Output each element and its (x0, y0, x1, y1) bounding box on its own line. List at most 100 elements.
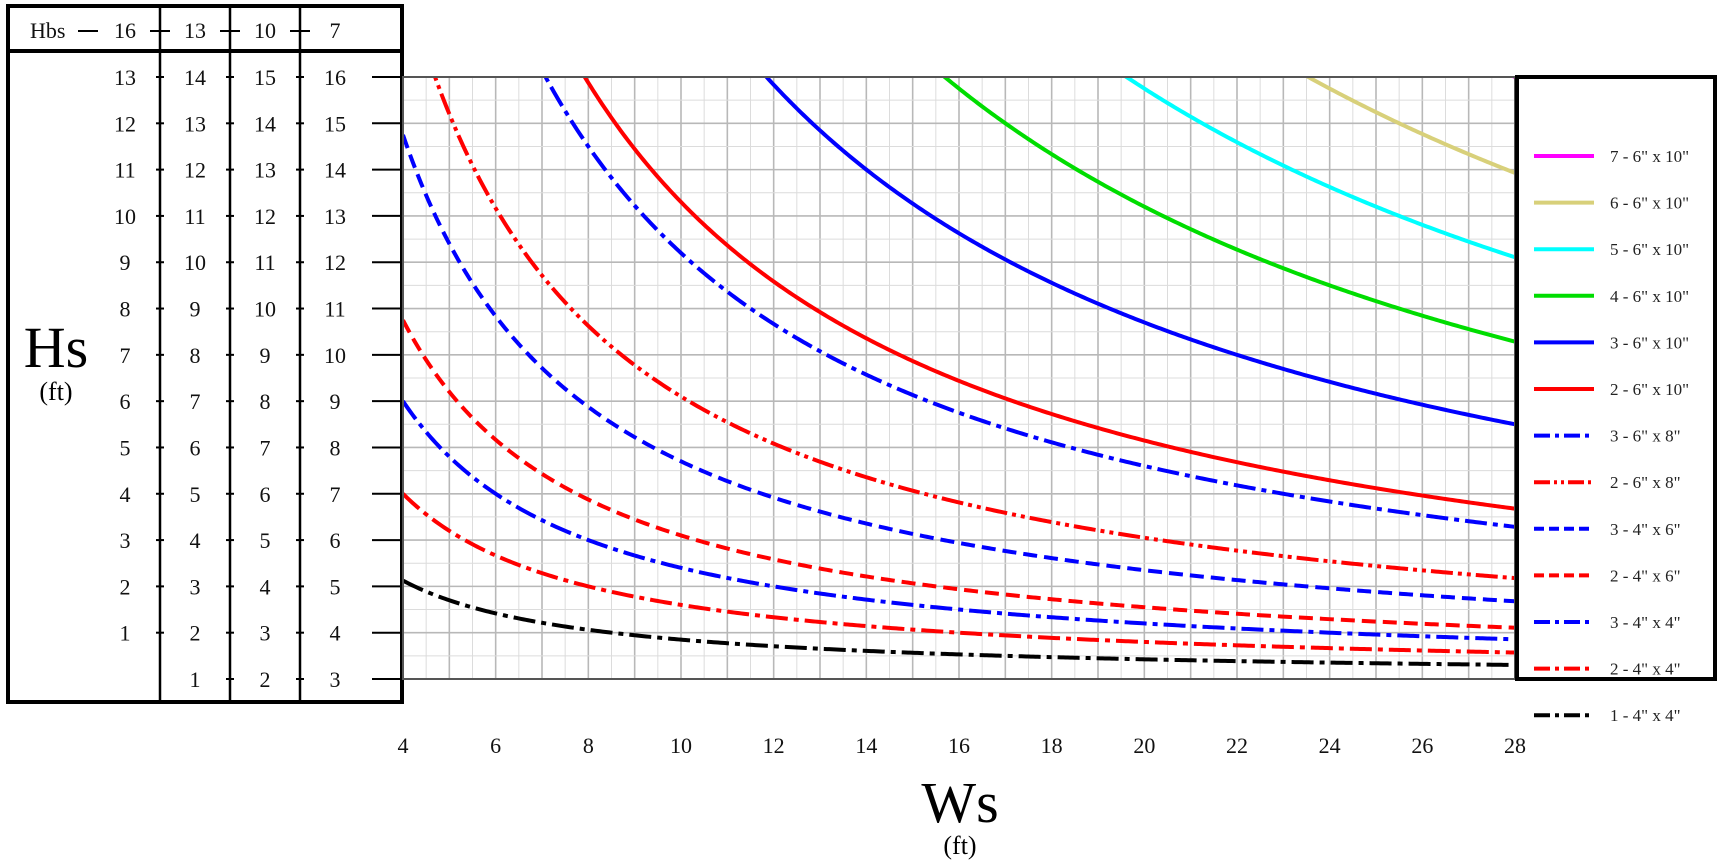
legend-label: 1 - 4" x 4" (1610, 706, 1681, 725)
y-tick-label: 15 (324, 111, 346, 136)
legend-label: 2 - 4" x 4" (1610, 660, 1681, 679)
hbs-row: Hbs 16 13 10 7 (30, 18, 341, 43)
series-curve (763, 77, 1515, 427)
y-tick-label: 16 (324, 65, 346, 90)
y-tick-label: 6 (260, 482, 271, 507)
y-tick-label: 8 (260, 389, 271, 414)
x-tick-label: 24 (1319, 733, 1341, 758)
x-tick-label: 26 (1411, 733, 1433, 758)
y-tick-label: 13 (114, 65, 136, 90)
legend-label: 3 - 4" x 6" (1610, 520, 1681, 539)
x-tick-label: 28 (1504, 733, 1526, 758)
series-curve (1122, 77, 1515, 260)
legend-label: 3 - 6" x 10" (1610, 333, 1689, 352)
legend-label: 2 - 6" x 8" (1610, 473, 1681, 492)
y-tick-label: 11 (254, 250, 275, 275)
x-axis-title: Ws (921, 770, 998, 835)
series-curve (403, 400, 1515, 642)
y-tick-label: 14 (254, 111, 276, 136)
y-tick-label: 12 (324, 250, 346, 275)
hbs-value: 13 (184, 18, 206, 43)
y-tick-label: 13 (254, 158, 276, 183)
x-tick-label: 16 (948, 733, 970, 758)
x-tick-label: 14 (855, 733, 877, 758)
y-tick-label: 11 (184, 204, 205, 229)
y-tick-label: 14 (184, 65, 206, 90)
x-axis-ticks: 4 6 8 10 12 14 16 18 20 22 24 26 28 (398, 733, 1527, 758)
y-tick-label: 9 (330, 389, 341, 414)
x-tick-label: 20 (1133, 733, 1155, 758)
y-tick-label: 9 (120, 250, 131, 275)
y-tick-label: 9 (190, 297, 201, 322)
series-curves (403, 77, 1515, 667)
y-tick-label: 2 (260, 667, 271, 692)
y-tick-label: 10 (254, 297, 276, 322)
legend-label: 6 - 6" x 10" (1610, 194, 1689, 213)
x-tick-label: 4 (398, 733, 409, 758)
y-tick-label: 13 (324, 204, 346, 229)
y-tick-label: 8 (120, 297, 131, 322)
y-tick-label: 4 (190, 528, 201, 553)
x-tick-label: 6 (490, 733, 501, 758)
series-curve (432, 77, 1515, 581)
series-curve (403, 578, 1515, 667)
y-tick-label: 8 (190, 343, 201, 368)
legend-label: 2 - 6" x 10" (1610, 380, 1689, 399)
y-tick-label: 14 (324, 158, 346, 183)
y-axis-unit: (ft) (39, 377, 72, 406)
y-tick-label: 12 (254, 204, 276, 229)
x-tick-label: 12 (763, 733, 785, 758)
legend: 7 - 6" x 10" 6 - 6" x 10" 5 - 6" x 10" 4 - … (1534, 147, 1689, 725)
y-tick-label: 1 (190, 667, 201, 692)
y-tick-label: 4 (330, 621, 341, 646)
hbs-value: 7 (330, 18, 341, 43)
y-tick-label: 9 (260, 343, 271, 368)
y-tick-label: 13 (184, 111, 206, 136)
y-tick-label: 3 (120, 528, 131, 553)
legend-label: 3 - 6" x 8" (1610, 427, 1681, 446)
series-curve (403, 319, 1515, 630)
y-tick-label: 10 (324, 343, 346, 368)
y-tick-label: 5 (190, 482, 201, 507)
y-tick-label: 4 (120, 482, 131, 507)
series-curve (941, 77, 1515, 344)
series-curve (403, 492, 1515, 655)
y-tick-label: 3 (330, 667, 341, 692)
y-tick-label: 8 (330, 435, 341, 460)
y-tick-label: 10 (184, 250, 206, 275)
series-curve (582, 77, 1515, 511)
y-tick-label: 1 (120, 621, 131, 646)
x-tick-label: 10 (670, 733, 692, 758)
y-tick-label: 7 (190, 389, 201, 414)
series-curve (1304, 77, 1515, 175)
y-tick-label: 10 (114, 204, 136, 229)
y-tick-label: 15 (254, 65, 276, 90)
y-tick-label: 12 (184, 158, 206, 183)
series-curve (1510, 77, 1515, 79)
hbs-value: 16 (114, 18, 136, 43)
y-tick-label: 6 (190, 435, 201, 460)
legend-label: 2 - 4" x 6" (1610, 566, 1681, 585)
series-curve (543, 77, 1515, 529)
y-tick-label: 2 (190, 621, 201, 646)
y-tick-label: 6 (120, 389, 131, 414)
legend-label: 4 - 6" x 10" (1610, 287, 1689, 306)
x-tick-label: 8 (583, 733, 594, 758)
y-tick-label: 12 (114, 111, 136, 136)
legend-box (1515, 75, 1717, 681)
y-tick-label: 11 (324, 297, 345, 322)
hbs-value: 10 (254, 18, 276, 43)
plot-grid (402, 76, 1516, 680)
y-tick-label: 7 (120, 343, 131, 368)
y-tick-label: 6 (330, 528, 341, 553)
y-tick-label: 11 (114, 158, 135, 183)
x-axis-unit: (ft) (943, 831, 976, 860)
legend-label: 5 - 6" x 10" (1610, 240, 1689, 259)
y-tick-label: 3 (190, 574, 201, 599)
y-axis-title: Hs (24, 315, 88, 380)
y-tick-label: 5 (120, 435, 131, 460)
legend-label: 7 - 6" x 10" (1610, 147, 1689, 166)
y-tick-label: 7 (330, 482, 341, 507)
x-tick-label: 18 (1041, 733, 1063, 758)
